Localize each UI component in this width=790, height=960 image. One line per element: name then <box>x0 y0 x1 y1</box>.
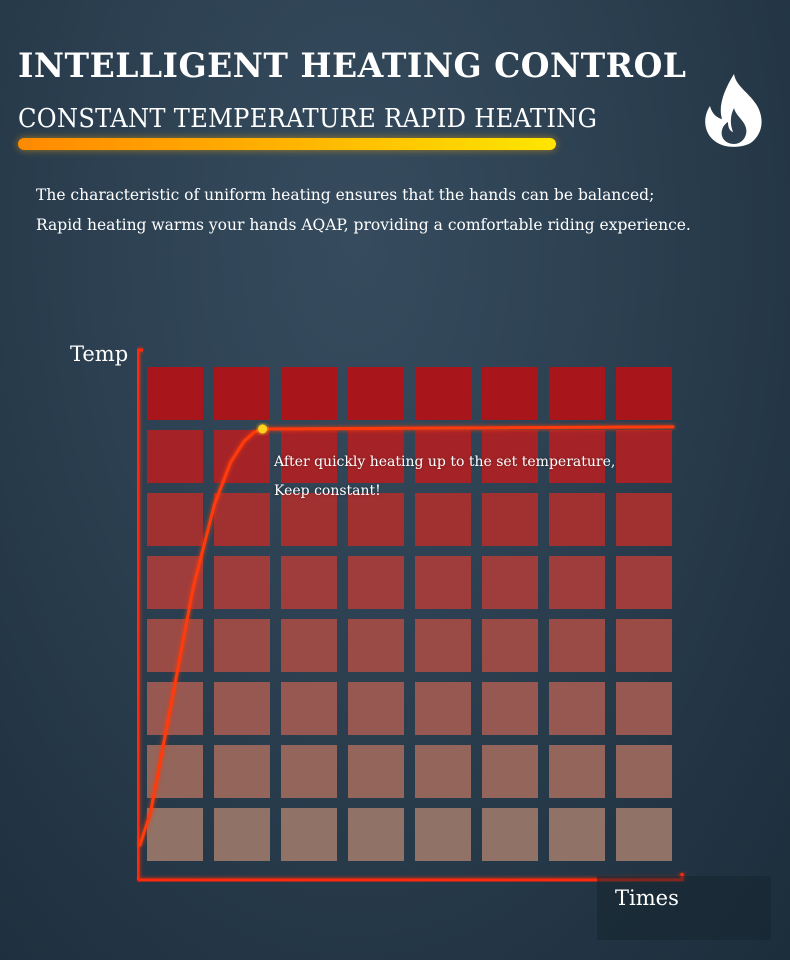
grid-tile <box>616 367 672 420</box>
subtitle-underline-bar <box>18 138 556 150</box>
grid-tile <box>549 745 605 798</box>
x-axis-label-backdrop <box>597 876 771 940</box>
grid-tile <box>482 682 538 735</box>
grid-tile <box>616 808 672 861</box>
grid-tile <box>616 556 672 609</box>
grid-tile <box>147 493 203 546</box>
grid-tile <box>214 556 270 609</box>
grid-tile <box>348 808 404 861</box>
grid-tile <box>281 556 337 609</box>
grid-tile <box>482 493 538 546</box>
grid-tile <box>415 619 471 672</box>
grid-tile <box>549 619 605 672</box>
grid-tile <box>214 619 270 672</box>
grid-tile <box>348 430 404 483</box>
grid-tile <box>348 556 404 609</box>
grid-tile <box>616 682 672 735</box>
grid-tile <box>281 682 337 735</box>
grid-tile <box>482 745 538 798</box>
grid-tile <box>281 808 337 861</box>
description: The characteristic of uniform heating en… <box>36 180 776 240</box>
set-temperature-point <box>258 424 268 434</box>
grid-tile <box>482 808 538 861</box>
grid-tile <box>214 430 270 483</box>
grid-tile <box>147 808 203 861</box>
grid-tile <box>348 619 404 672</box>
grid-tile <box>616 493 672 546</box>
grid-tile <box>549 682 605 735</box>
annotation-line-1: After quickly heating up to the set temp… <box>274 454 616 470</box>
grid-tile <box>415 367 471 420</box>
grid-tile <box>147 619 203 672</box>
grid-tile <box>482 367 538 420</box>
grid-tile <box>214 367 270 420</box>
page-title: INTELLIGENT HEATING CONTROL <box>18 46 687 86</box>
grid-tile <box>549 367 605 420</box>
grid-tile <box>415 682 471 735</box>
grid-tile <box>549 430 605 483</box>
grid-tile <box>147 430 203 483</box>
grid-tile <box>214 682 270 735</box>
grid-tile <box>281 493 337 546</box>
grid-tile <box>415 745 471 798</box>
grid-tile <box>549 493 605 546</box>
grid-tile <box>549 556 605 609</box>
grid-tile <box>348 367 404 420</box>
grid-tile <box>616 745 672 798</box>
chart-annotation: After quickly heating up to the set temp… <box>274 448 615 506</box>
grid-tile <box>415 556 471 609</box>
x-axis-label: Times <box>615 886 679 910</box>
grid-tile <box>281 430 337 483</box>
grid-tile <box>549 808 605 861</box>
grid-tile <box>348 682 404 735</box>
description-line-2: Rapid heating warms your hands AQAP, pro… <box>36 216 691 234</box>
grid-tile <box>281 745 337 798</box>
grid-tile <box>415 430 471 483</box>
grid-tile <box>482 619 538 672</box>
grid-tile <box>147 367 203 420</box>
y-axis <box>136 348 143 880</box>
grid-tile <box>281 367 337 420</box>
grid-tile <box>281 619 337 672</box>
flame-icon <box>705 74 762 147</box>
description-line-1: The characteristic of uniform heating en… <box>36 186 655 204</box>
grid-tile <box>214 493 270 546</box>
grid-tile <box>482 556 538 609</box>
grid-tile <box>616 430 672 483</box>
grid-tile <box>616 619 672 672</box>
grid-tile <box>214 808 270 861</box>
page-subtitle: CONSTANT TEMPERATURE RAPID HEATING <box>18 104 598 134</box>
grid-tile <box>348 745 404 798</box>
grid-tile <box>415 493 471 546</box>
grid-tile <box>482 430 538 483</box>
grid-tile <box>348 493 404 546</box>
grid-tile <box>415 808 471 861</box>
y-axis-label: Temp <box>70 342 129 366</box>
grid-tile <box>214 745 270 798</box>
annotation-line-2: Keep constant! <box>274 483 381 499</box>
